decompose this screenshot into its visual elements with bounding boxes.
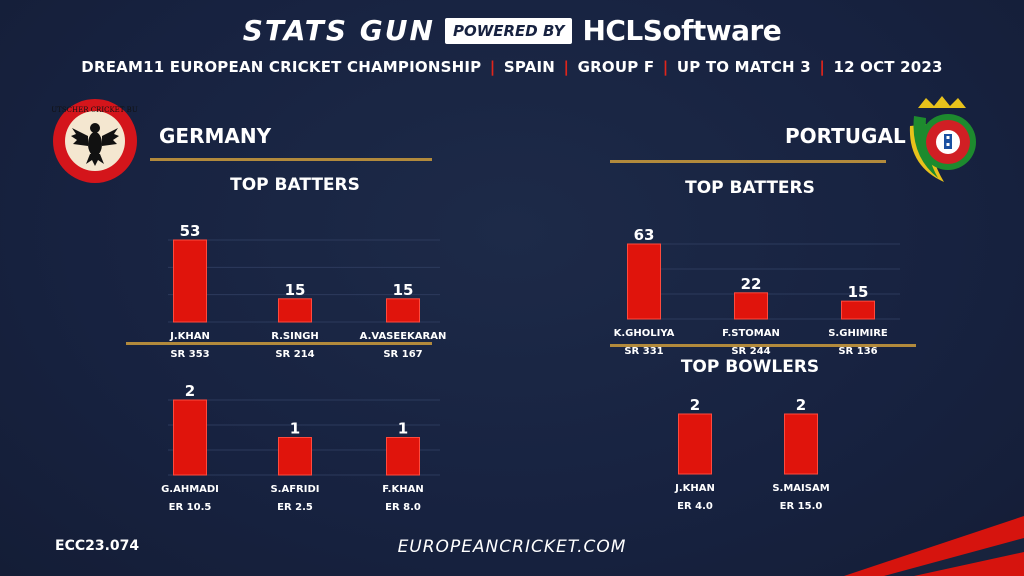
subtitle-matches: UP TO MATCH 3 <box>676 58 811 76</box>
player-stat-label: SR 331 <box>624 346 663 357</box>
brand-header: STATS GUN POWERED BY HCLSoftware <box>0 14 1024 47</box>
player-name-label: J.KHAN <box>674 483 715 494</box>
subtitle-separator: | <box>563 58 570 76</box>
subtitle-separator: | <box>662 58 669 76</box>
subtitle-date: 12 OCT 2023 <box>833 58 943 76</box>
bar-chart-svg: 2 G.AHMADI ER 10.5 1 S.AFRIDI ER 2.5 1 F.KHAN ER… <box>161 382 440 513</box>
match-subtitle: DREAM11 EUROPEAN CRICKET CHAMPIONSHIP | … <box>0 58 1024 76</box>
website-link[interactable]: EUROPEANCRICKET.COM <box>397 537 627 557</box>
player-stat-label: SR 244 <box>731 346 770 357</box>
gold-divider <box>610 344 916 347</box>
red-streak-decoration <box>844 516 1024 576</box>
portugal-cricket-federation-logo <box>904 96 984 191</box>
bar-value-label: 53 <box>180 222 201 240</box>
graphic-code: ECC23.074 <box>55 538 140 554</box>
chart-germany-batters: 53 J.KHAN SR 353 15 R.SINGH SR 214 15 A.VASEEKA… <box>160 222 460 362</box>
bar <box>278 298 312 323</box>
bar-value-label: 63 <box>634 226 655 244</box>
bar-value-label: 22 <box>741 275 762 293</box>
bar <box>173 399 207 476</box>
player-name-label: S.MAISAM <box>772 483 829 494</box>
player-name-label: A.VASEEKARAN <box>360 331 447 342</box>
bar <box>386 298 420 323</box>
bar <box>678 413 712 475</box>
bar-chart-svg: 2 J.KHAN ER 4.0 2 S.MAISAM ER 15.0 <box>674 396 830 512</box>
deutscher-cricket-bund-logo: DEUTSCHER CRICKET BUND <box>41 98 150 189</box>
logo-lettering: DEUTSCHER CRICKET BUND <box>52 106 138 114</box>
subtitle-tournament: DREAM11 EUROPEAN CRICKET CHAMPIONSHIP <box>81 58 482 76</box>
player-stat-label: ER 8.0 <box>385 502 421 513</box>
bar <box>386 437 420 476</box>
bar-value-label: 2 <box>796 396 806 414</box>
player-name-label: R.SINGH <box>271 331 319 342</box>
bar-value-label: 15 <box>393 281 414 299</box>
subtitle-venue: SPAIN <box>503 58 556 76</box>
player-name-label: G.AHMADI <box>161 484 219 495</box>
bar-value-label: 15 <box>285 281 306 299</box>
powered-by-badge: POWERED BY <box>444 17 573 44</box>
team-name-germany: GERMANY <box>159 124 272 148</box>
subtitle-separator: | <box>819 58 825 76</box>
player-name-label: S.GHIMIRE <box>828 328 888 339</box>
player-name-label: F.KHAN <box>382 484 423 495</box>
player-stat-label: SR 136 <box>838 346 877 357</box>
bar <box>841 300 875 320</box>
bar-value-label: 2 <box>185 382 195 400</box>
brand-title: STATS GUN <box>242 14 435 47</box>
player-name-label: S.AFRIDI <box>270 484 319 495</box>
player-stat-label: SR 353 <box>170 349 209 360</box>
player-name-label: J.KHAN <box>169 331 210 342</box>
portugal-bowlers-title: TOP BOWLERS <box>680 357 820 377</box>
team-name-portugal: PORTUGAL <box>785 124 906 148</box>
bar-chart-svg: 53 J.KHAN SR 353 15 R.SINGH SR 214 15 A.VASEEKA… <box>168 222 447 360</box>
bar <box>627 243 661 320</box>
player-name-label: F.STOMAN <box>722 328 780 339</box>
chart-portugal-bowlers: 2 J.KHAN ER 4.0 2 S.MAISAM ER 15.0 <box>660 396 860 514</box>
subtitle-group: GROUP F <box>577 58 655 76</box>
bar <box>278 437 312 476</box>
bar <box>734 292 768 320</box>
player-stat-label: ER 10.5 <box>169 502 212 513</box>
chart-germany-bowlers: 2 G.AHMADI ER 10.5 1 S.AFRIDI ER 2.5 1 F.KHAN ER… <box>160 382 460 515</box>
player-name-label: K.GHOLIYA <box>614 328 675 339</box>
player-stat-label: ER 2.5 <box>277 502 313 513</box>
player-stat-label: SR 167 <box>383 349 422 360</box>
bar-value-label: 2 <box>690 396 700 414</box>
player-stat-label: SR 214 <box>275 349 314 360</box>
gold-divider <box>150 158 432 161</box>
bar-value-label: 1 <box>290 420 300 438</box>
portugal-batters-title: TOP BATTERS <box>685 178 815 198</box>
bar-value-label: 15 <box>848 283 869 301</box>
bar <box>784 413 818 475</box>
subtitle-separator: | <box>489 58 496 76</box>
gold-divider <box>126 342 432 345</box>
germany-batters-title: TOP BATTERS <box>230 175 360 195</box>
sponsor-logo: HCLSoftware <box>582 14 782 47</box>
player-stat-label: ER 4.0 <box>677 501 713 512</box>
chart-portugal-batters: 63 K.GHOLIYA SR 331 22 F.STOMAN SR 244 15 S.GHI… <box>614 226 920 359</box>
player-stat-label: ER 15.0 <box>780 501 823 512</box>
gold-divider <box>610 160 886 163</box>
bar-value-label: 1 <box>398 420 408 438</box>
bar <box>173 239 207 323</box>
bar-chart-svg: 63 K.GHOLIYA SR 331 22 F.STOMAN SR 244 15 S.GHI… <box>614 226 900 357</box>
